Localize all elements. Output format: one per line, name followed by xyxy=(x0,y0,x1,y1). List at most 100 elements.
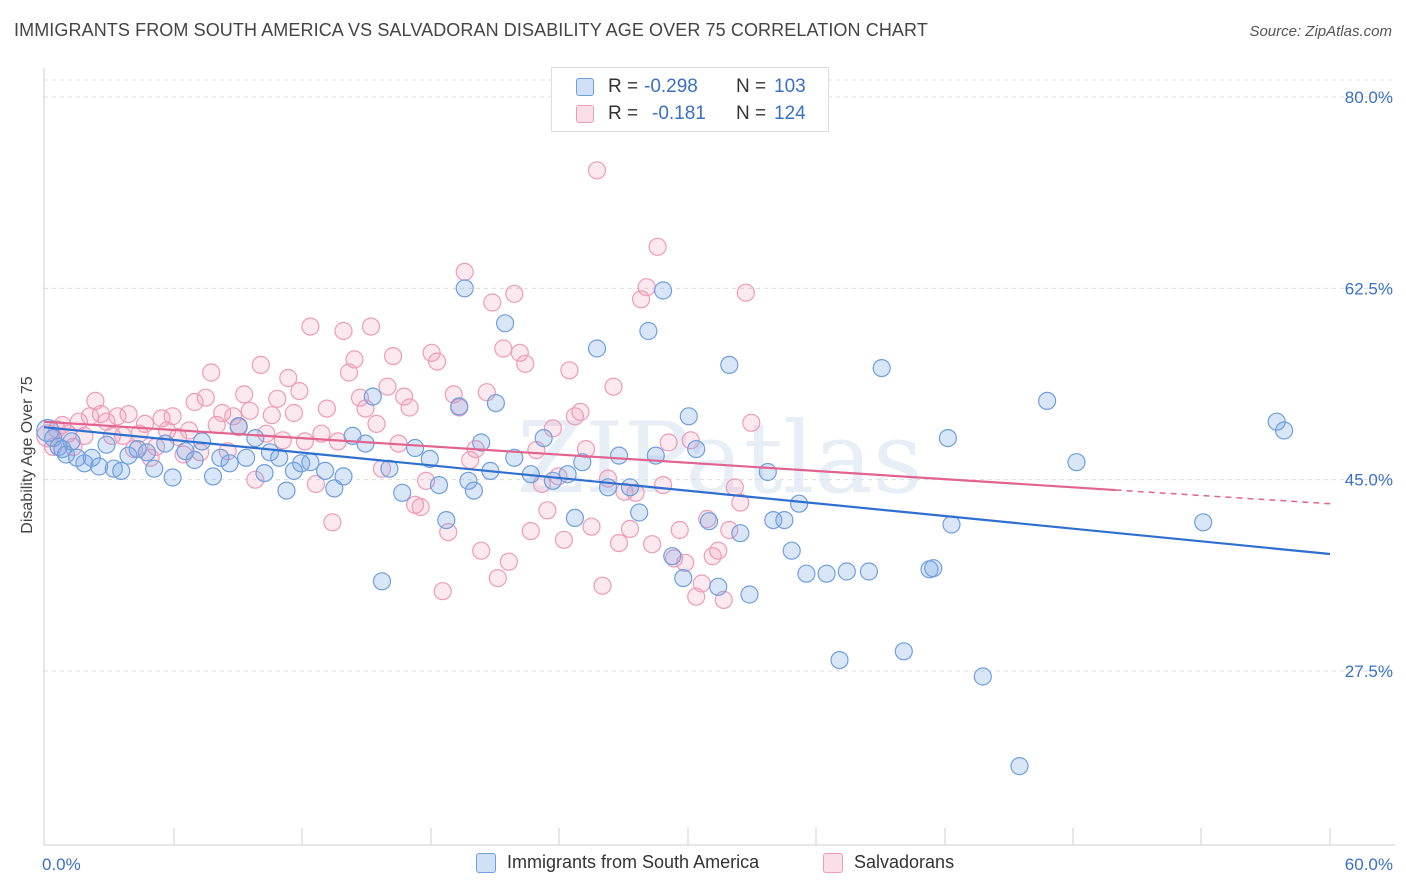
south-america-point xyxy=(609,446,629,465)
salvadoran-point xyxy=(395,387,414,406)
south-america-point xyxy=(137,443,156,462)
salvadoran-point xyxy=(736,283,755,302)
salvadoran-point xyxy=(510,343,529,362)
salvadoran-point xyxy=(384,347,403,366)
salvadoran-point xyxy=(483,293,502,312)
south-america-point xyxy=(740,585,759,604)
south-america-point xyxy=(679,407,698,426)
south-america-point xyxy=(450,397,469,416)
salvadoran-point xyxy=(246,470,265,489)
salvadoran-point xyxy=(648,237,667,256)
n-label: N = xyxy=(736,76,767,97)
south-america-point xyxy=(653,281,673,300)
correlation-legend: R = -0.298 N = 103 R = -0.181 N = 124 xyxy=(551,67,829,132)
salvadoran-point xyxy=(306,474,325,494)
legend-item-salvadorans[interactable]: Salvadorans xyxy=(823,852,954,873)
salvadoran-point xyxy=(317,399,336,418)
salvadoran-point xyxy=(279,368,298,388)
legend-swatch-blue xyxy=(576,78,594,96)
south-america-point xyxy=(277,481,296,500)
salvadoran-point xyxy=(135,414,155,433)
salvadoran-point xyxy=(455,262,474,281)
salvadoran-point xyxy=(560,361,579,380)
south-america-point xyxy=(938,429,958,448)
salvadoran-point xyxy=(681,431,700,450)
salvadoran-point xyxy=(642,535,662,554)
south-america-point xyxy=(782,541,801,560)
south-america-point xyxy=(630,503,649,522)
trend-lines xyxy=(43,420,1331,556)
salvadorans-trend-line xyxy=(43,420,1116,492)
south-america-point xyxy=(464,481,483,500)
r-label: R = xyxy=(608,103,639,124)
salvadoran-point xyxy=(428,352,447,371)
legend-row-south-america: R = -0.298 N = 103 xyxy=(576,76,806,98)
south-america-point xyxy=(62,432,81,451)
salvadoran-point xyxy=(202,363,221,382)
axes xyxy=(43,68,1395,846)
salvadoran-point xyxy=(604,377,623,396)
series-legend: Immigrants from South America Salvadoran… xyxy=(0,852,1406,878)
salvadoran-point xyxy=(582,517,601,536)
south-america-point xyxy=(459,471,478,490)
salvadoran-point xyxy=(295,432,314,451)
salvadoran-point xyxy=(312,424,331,443)
south-america-point xyxy=(709,577,728,596)
south-america-point xyxy=(455,279,474,298)
south-america-point xyxy=(393,483,412,502)
salvadoran-point xyxy=(411,497,430,517)
south-america-point xyxy=(372,572,392,591)
salvadoran-point xyxy=(235,385,254,404)
legend-label: Salvadorans xyxy=(854,852,955,872)
south-america-point xyxy=(203,467,223,486)
legend-swatch-pink xyxy=(576,105,594,123)
salvadoran-point xyxy=(334,321,353,341)
south-america-point xyxy=(363,387,382,406)
salvadoran-point xyxy=(494,339,513,358)
south-america-point xyxy=(89,457,109,476)
salvadoran-point xyxy=(185,392,204,412)
south-america-point xyxy=(334,467,353,486)
south-america-point xyxy=(406,438,425,458)
south-america-point xyxy=(229,417,248,436)
salvadoran-point xyxy=(290,382,309,401)
south-america-point xyxy=(620,478,640,497)
south-america-point xyxy=(145,459,164,478)
legend-item-south-america[interactable]: Immigrants from South America xyxy=(476,852,759,873)
salvadoran-point xyxy=(400,398,419,417)
south-america-point xyxy=(1067,453,1086,472)
salvadoran-point xyxy=(323,513,342,532)
south-america-point xyxy=(894,642,913,661)
salvadorans-points xyxy=(36,161,761,610)
south-america-point xyxy=(1274,421,1294,440)
x-tick-label: 0.0% xyxy=(42,855,81,874)
south-america-point xyxy=(119,446,138,465)
south-america-point xyxy=(731,524,750,543)
south-america-point xyxy=(104,459,123,478)
south-america-point xyxy=(942,515,961,534)
south-america-point xyxy=(420,449,439,468)
south-america-point xyxy=(112,461,131,480)
south-america-point xyxy=(486,394,505,413)
salvadoran-point xyxy=(240,401,259,420)
south-america-point xyxy=(36,418,60,443)
south-america-point xyxy=(674,568,693,588)
salvadoran-point xyxy=(593,576,612,595)
south-america-points xyxy=(36,279,1294,776)
south-america-point xyxy=(573,453,592,472)
south-america-point xyxy=(505,448,524,467)
south-america-point xyxy=(246,429,265,448)
salvadoran-point xyxy=(670,520,689,540)
salvadoran-point xyxy=(499,552,518,571)
salvadoran-point xyxy=(119,405,138,424)
r-value: -0.298 xyxy=(644,76,698,97)
salvadoran-point xyxy=(709,541,728,560)
south-america-point xyxy=(292,454,311,473)
salvadoran-point xyxy=(620,519,640,539)
tick-labels: 80.0% 62.5% 45.0% 27.5% 0.0% 60.0% xyxy=(42,88,1393,874)
south-america-point xyxy=(1194,513,1213,532)
salvadoran-point xyxy=(268,389,287,408)
salvadoran-point xyxy=(367,414,386,433)
south-america-point xyxy=(859,562,879,581)
